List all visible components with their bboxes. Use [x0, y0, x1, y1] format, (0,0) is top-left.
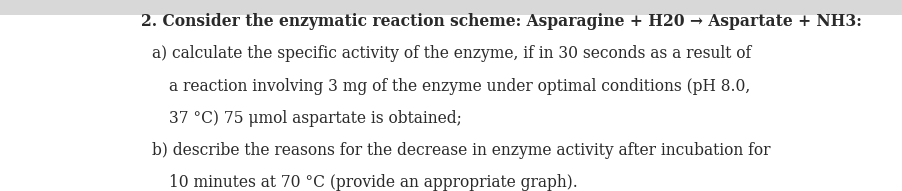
Text: a reaction involving 3 mg of the enzyme under optimal conditions (pH 8.0,: a reaction involving 3 mg of the enzyme …	[169, 78, 750, 95]
Text: a) calculate the specific activity of the enzyme, if in 30 seconds as a result o: a) calculate the specific activity of th…	[152, 45, 750, 62]
Text: 10 minutes at 70 °C (provide an appropriate graph).: 10 minutes at 70 °C (provide an appropri…	[169, 174, 577, 191]
Text: b) describe the reasons for the decrease in enzyme activity after incubation for: b) describe the reasons for the decrease…	[152, 142, 770, 159]
Text: 37 °C) 75 μmol aspartate is obtained;: 37 °C) 75 μmol aspartate is obtained;	[169, 110, 462, 127]
Text: 2. Consider the enzymatic reaction scheme: Asparagine + H20 → Aspartate + NH3:: 2. Consider the enzymatic reaction schem…	[141, 13, 861, 30]
